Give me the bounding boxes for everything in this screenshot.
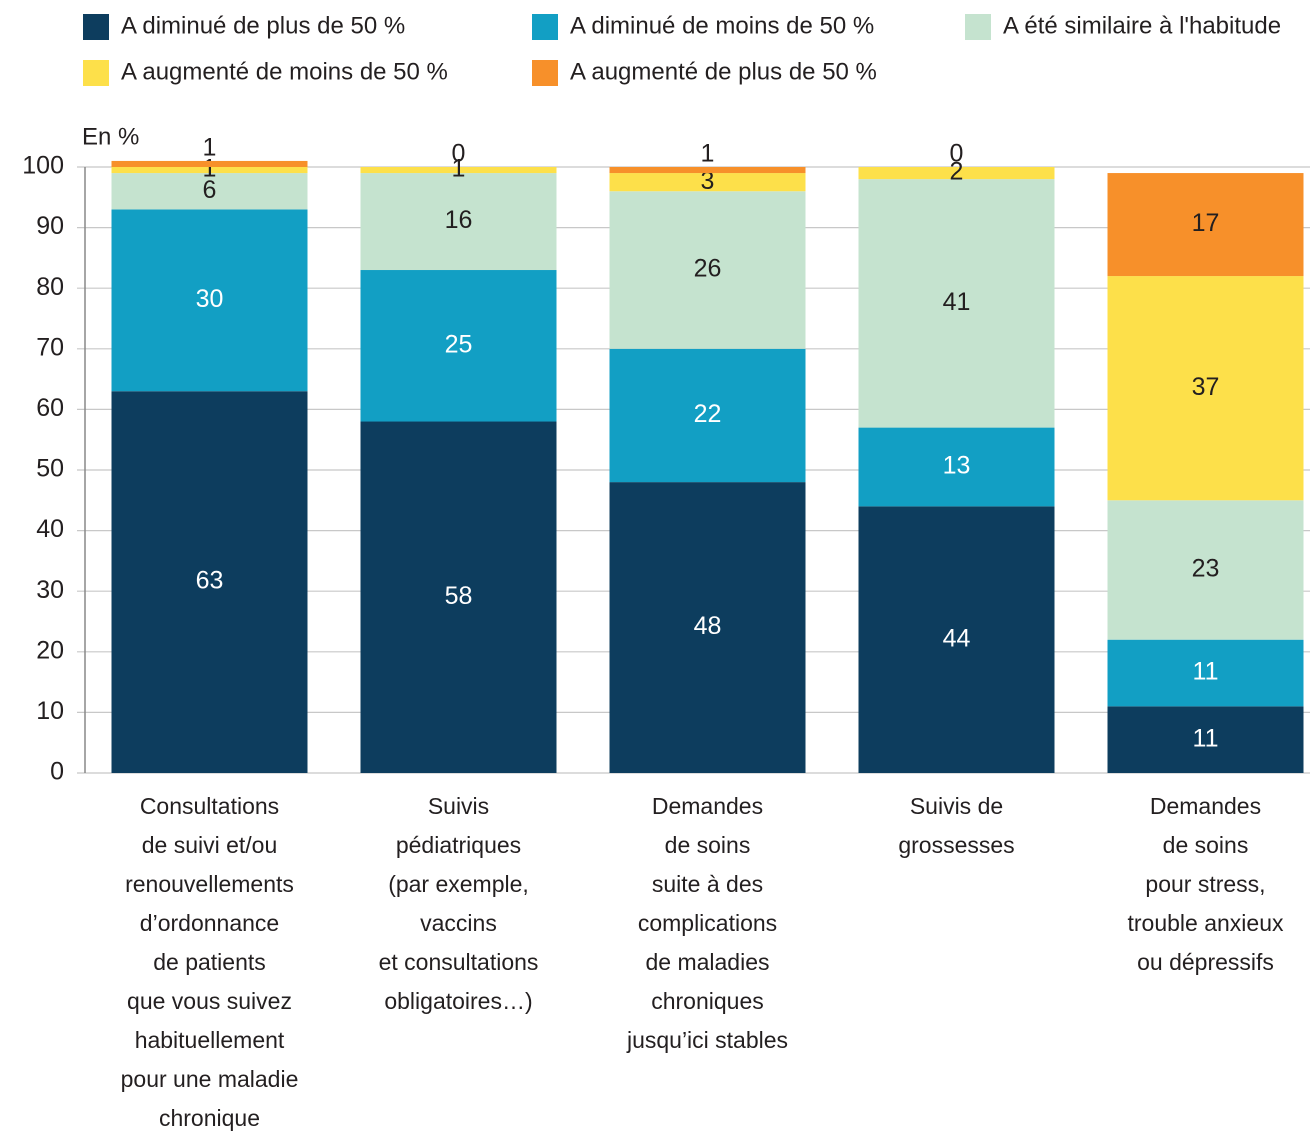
legend-label: A augmenté de moins de 50 % bbox=[121, 58, 448, 85]
legend-swatch bbox=[532, 60, 558, 86]
x-tick-label: Demandes de soins pour stress, trouble a… bbox=[1086, 787, 1310, 982]
y-tick-label: 20 bbox=[36, 636, 64, 664]
value-label: 13 bbox=[943, 452, 971, 480]
value-label: 1 bbox=[203, 134, 217, 162]
value-label: 16 bbox=[445, 206, 473, 234]
value-label: 23 bbox=[1192, 555, 1220, 583]
legend-swatch bbox=[83, 60, 109, 86]
y-tick-label: 60 bbox=[36, 394, 64, 422]
value-label: 48 bbox=[694, 612, 722, 640]
legend-label: A été similaire à l'habitude bbox=[1003, 12, 1281, 39]
value-label: 25 bbox=[445, 330, 473, 358]
value-label: 26 bbox=[694, 255, 722, 283]
bar-segment bbox=[112, 161, 308, 167]
y-tick-label: 10 bbox=[36, 697, 64, 725]
value-label: 1 bbox=[701, 140, 715, 168]
y-axis-label: En % bbox=[82, 123, 139, 150]
value-label: 17 bbox=[1192, 209, 1220, 237]
value-label: 11 bbox=[1193, 724, 1219, 752]
legend-label: A augmenté de plus de 50 % bbox=[570, 58, 877, 85]
legend-label: A diminué de moins de 50 % bbox=[570, 12, 874, 39]
value-label: 11 bbox=[1193, 658, 1219, 686]
y-tick-label: 90 bbox=[36, 212, 64, 240]
value-label: 63 bbox=[196, 567, 224, 595]
value-label: 37 bbox=[1192, 373, 1220, 401]
value-label: 41 bbox=[943, 288, 971, 316]
y-tick-label: 40 bbox=[36, 515, 64, 543]
value-label: 44 bbox=[943, 624, 971, 652]
value-label: 58 bbox=[445, 582, 473, 610]
value-label: 30 bbox=[196, 285, 224, 313]
x-tick-label: Suivis de grossesses bbox=[837, 787, 1077, 865]
y-tick-label: 50 bbox=[36, 455, 64, 483]
x-tick-label: Consultations de suivi et/ou renouvellem… bbox=[90, 787, 330, 1138]
x-tick-label: Suivis pédiatriques (par exemple, vaccin… bbox=[339, 787, 579, 1021]
x-tick-label: Demandes de soins suite à des complicati… bbox=[588, 787, 828, 1060]
legend-swatch bbox=[965, 14, 991, 40]
value-label: 0 bbox=[950, 140, 964, 168]
value-label: 0 bbox=[452, 140, 466, 168]
y-tick-label: 0 bbox=[50, 758, 64, 786]
y-tick-label: 100 bbox=[22, 152, 64, 180]
y-tick-label: 70 bbox=[36, 333, 64, 361]
value-label: 22 bbox=[694, 400, 722, 428]
legend-swatch bbox=[532, 14, 558, 40]
legend-swatch bbox=[83, 14, 109, 40]
y-tick-label: 30 bbox=[36, 576, 64, 604]
legend-label: A diminué de plus de 50 % bbox=[121, 12, 405, 39]
bar-segment bbox=[610, 167, 806, 173]
y-tick-label: 80 bbox=[36, 273, 64, 301]
